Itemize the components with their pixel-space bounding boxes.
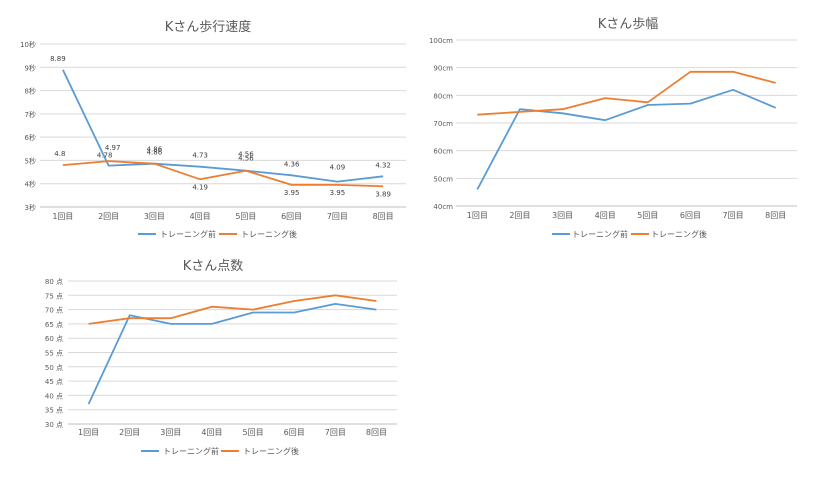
y-tick-label: 55 点: [45, 350, 63, 358]
chart-title: Kさん点数: [183, 259, 244, 274]
y-tick-label: 5秒: [25, 156, 36, 165]
data-label: 8.89: [50, 55, 66, 63]
y-tick-label: 40cm: [433, 203, 453, 211]
data-label: 4.97: [105, 144, 121, 152]
series-line-before: [62, 69, 384, 183]
chart-score-svg: Kさん点数 30 点 35 点 40 点 45 点 50 点 55 点 60 点 65 点 70…: [45, 259, 397, 456]
y-tick-label: 65 点: [45, 321, 63, 329]
data-label: 4.8: [54, 150, 65, 158]
y-tick-label: 70 点: [45, 307, 63, 315]
series-line-after: [88, 294, 377, 325]
y-tick-label: 70cm: [433, 120, 453, 128]
data-label: 4.56: [238, 151, 254, 159]
y-tick-label: 3秒: [25, 203, 36, 212]
chart-title: Kさん歩幅: [598, 17, 659, 32]
y-tick-label: 50cm: [433, 175, 453, 183]
legend-label: トレーニング後: [243, 446, 299, 456]
x-tick-label: 5回目: [235, 212, 256, 221]
x-tick-label: 8回目: [366, 428, 387, 437]
y-tick-label: 40 点: [45, 392, 63, 400]
y-tick-label: 100cm: [429, 37, 453, 45]
x-tick-label: 7回目: [325, 428, 346, 437]
y-tick-label: 45 点: [45, 378, 63, 386]
y-tick-label: 80 点: [45, 278, 63, 286]
data-label: 4.09: [330, 164, 346, 172]
x-tick-label: 4回目: [595, 211, 616, 220]
x-tick-label: 7回目: [723, 211, 744, 220]
chart-stride-svg: Kさん歩幅 40cm 50cm 60cm 70cm 80cm 90cm 100cm 1回目 2回…: [429, 17, 797, 239]
x-tick-label: 8回目: [373, 212, 394, 221]
legend-label: トレーニング前: [572, 229, 628, 239]
chart-walking-speed: Kさん歩行速度 3秒 4秒 5秒 6秒 7秒 8秒 9秒 10秒 1回目 2回目 3回目 4回目 5回目…: [0, 0, 420, 250]
x-tick-label: 8回目: [765, 211, 786, 220]
chart-title: Kさん歩行速度: [165, 19, 252, 35]
data-label: 4.86: [147, 146, 163, 154]
x-tick-label: 7回目: [327, 212, 348, 221]
chart-score: Kさん点数 30 点 35 点 40 点 45 点 50 点 55 点 60 点 65 点 70…: [0, 250, 420, 475]
y-tick-label: 75 点: [45, 292, 63, 300]
x-tick-label: 4回目: [190, 212, 211, 221]
y-tick-label: 50 点: [45, 364, 63, 372]
y-tick-label: 6秒: [25, 133, 36, 142]
data-label: 4.56: [238, 155, 254, 163]
y-tick-label: 9秒: [25, 63, 36, 72]
x-tick-label: 2回目: [119, 428, 140, 437]
y-tick-label: 60cm: [433, 148, 453, 156]
data-label: 4.78: [97, 152, 113, 160]
x-tick-label: 6回目: [281, 212, 302, 221]
data-label: 3.95: [284, 189, 300, 197]
x-tick-label: 1回目: [467, 211, 488, 220]
legend-label: トレーニング後: [241, 229, 297, 239]
x-tick-label: 4回目: [201, 428, 222, 437]
x-tick-label: 1回目: [78, 428, 99, 437]
y-tick-label: 7秒: [25, 110, 36, 119]
x-tick-label: 3回目: [144, 212, 165, 221]
series-line-before: [476, 88, 777, 190]
legend-label: トレーニング前: [163, 446, 219, 456]
series-line-before: [87, 303, 377, 405]
x-tick-label: 6回目: [680, 211, 701, 220]
data-label: 4.86: [147, 149, 163, 157]
x-tick-label: 1回目: [52, 212, 73, 221]
x-tick-label: 6回目: [284, 428, 305, 437]
x-tick-label: 5回目: [243, 428, 264, 437]
y-tick-label: 4秒: [25, 180, 36, 189]
data-label: 3.95: [330, 189, 346, 197]
series-line-after: [62, 160, 384, 188]
y-tick-label: 80cm: [433, 92, 453, 100]
legend-label: トレーニング後: [651, 229, 707, 239]
data-label: 3.89: [375, 190, 391, 198]
x-tick-label: 3回目: [160, 428, 181, 437]
y-tick-label: 10秒: [20, 40, 36, 49]
chart-stride: Kさん歩幅 40cm 50cm 60cm 70cm 80cm 90cm 100cm 1回目 2回…: [420, 0, 840, 250]
data-label: 4.19: [192, 183, 208, 191]
y-tick-label: 30 点: [45, 421, 63, 429]
x-tick-label: 5回目: [637, 211, 658, 220]
x-tick-label: 2回目: [509, 211, 530, 220]
chart-walking-speed-svg: Kさん歩行速度 3秒 4秒 5秒 6秒 7秒 8秒 9秒 10秒 1回目 2回目 3回目 4回目 5回目…: [20, 19, 406, 239]
data-label: 4.36: [284, 160, 300, 168]
y-tick-label: 8秒: [25, 87, 36, 96]
y-tick-label: 60 点: [45, 335, 63, 343]
data-label: 4.32: [375, 161, 391, 169]
x-tick-label: 3回目: [552, 211, 573, 220]
y-tick-label: 90cm: [433, 65, 453, 73]
x-tick-label: 2回目: [98, 212, 119, 221]
y-tick-label: 35 点: [45, 407, 63, 415]
legend-label: トレーニング前: [160, 229, 216, 239]
data-label: 4.73: [192, 152, 208, 160]
series-line-after: [477, 70, 776, 116]
